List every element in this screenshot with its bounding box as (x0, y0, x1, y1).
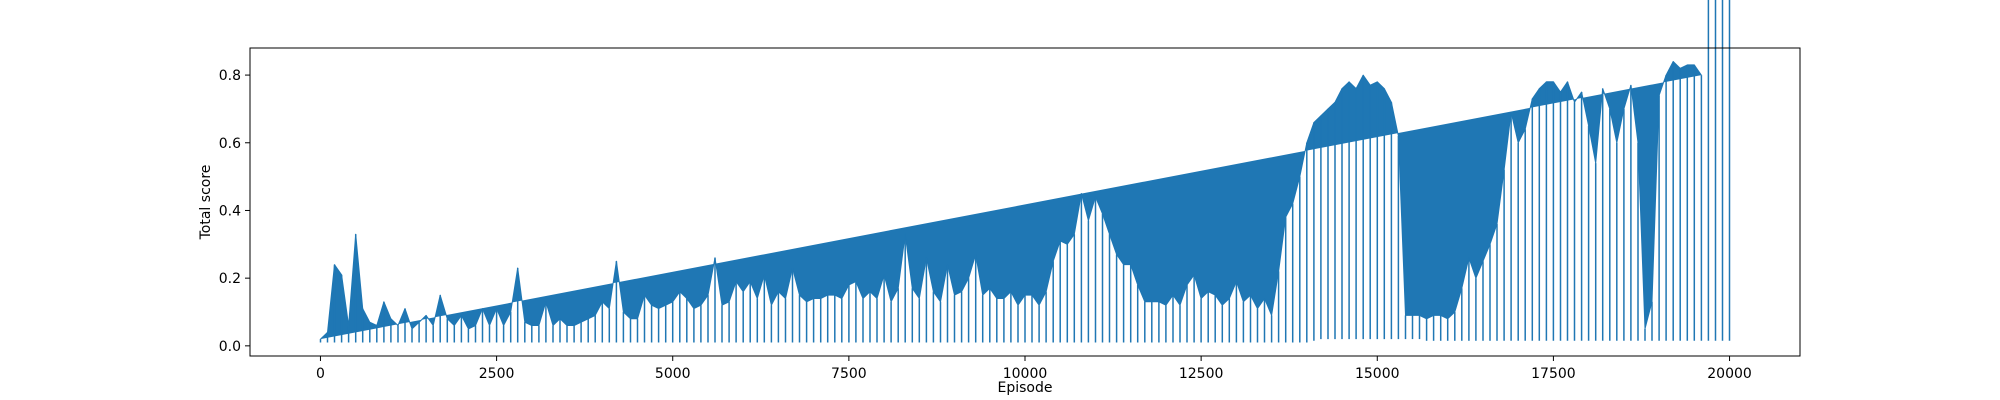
x-tick-label: 5000 (655, 366, 691, 382)
y-axis-label: Total score (198, 165, 214, 241)
y-axis: 0.0 0.2 0.4 0.6 0.8 (219, 68, 250, 355)
x-tick-label: 10000 (1003, 366, 1048, 382)
x-axis-label: Episode (998, 380, 1053, 396)
x-tick-label: 7500 (831, 366, 867, 382)
x-tick-label: 15000 (1355, 366, 1400, 382)
series-layer (319, 0, 1731, 343)
x-tick-label: 0 (316, 366, 325, 382)
y-tick-label: 0.6 (219, 136, 241, 152)
y-tick-label: 0.0 (219, 339, 241, 355)
x-tick-label: 20000 (1707, 366, 1752, 382)
x-tick-label: 12500 (1179, 366, 1224, 382)
y-tick-label: 0.2 (219, 271, 241, 287)
y-tick-label: 0.4 (219, 203, 241, 219)
x-axis: 0 2500 5000 7500 10000 12500 15000 17500 20000 (316, 356, 1752, 382)
y-tick-label: 0.8 (219, 68, 241, 84)
x-tick-label: 2500 (479, 366, 515, 382)
x-tick-label: 17500 (1531, 366, 1576, 382)
